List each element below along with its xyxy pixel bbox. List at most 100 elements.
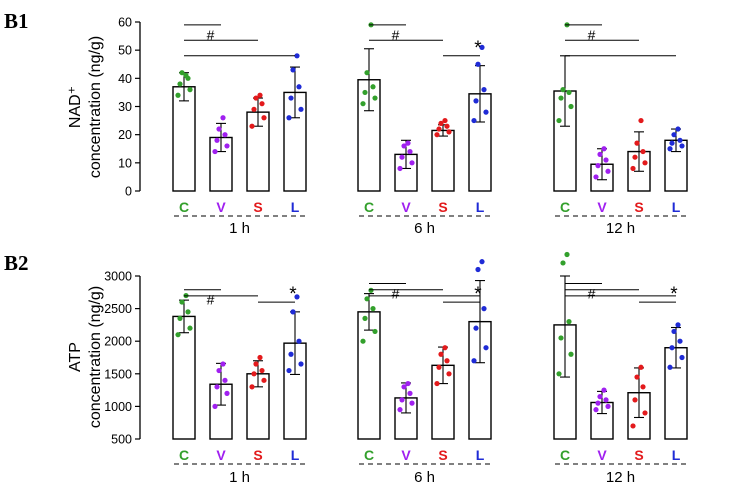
data-point-S [253,361,259,367]
data-point-V [214,137,220,143]
significance-hash: # [392,285,400,301]
plot-b2: 500 1000 1500 2000 2500 3000 C V S L 1 h # * C V S L 6 h #… [104,251,688,485]
data-point-S [444,358,450,364]
data-point-V [407,390,413,396]
data-point-C [556,371,562,377]
data-point-V [405,380,411,387]
data-point-L [286,367,292,374]
significance-star: * [474,284,482,305]
data-point-L [296,338,302,344]
data-point-C [179,70,185,76]
data-point-L [475,266,481,273]
group-12h: C V S L 12 h # [553,22,688,237]
data-point-L [669,345,675,351]
data-point-S [261,115,267,121]
data-point-V [224,390,230,396]
category-label-C: C [364,199,374,215]
data-point-V [212,148,218,155]
time-label: 1 h [229,469,250,485]
y-axis-title-b1-line1: NAD⁺ [67,86,84,128]
data-point-S [632,397,638,403]
data-point-S [434,380,440,387]
data-point-L [671,132,677,138]
category-label-V: V [216,447,226,463]
group-1h: C V S L 1 h # [172,24,307,237]
significance-star: * [670,284,678,305]
data-point-C [362,89,368,96]
data-point-V [220,115,226,121]
data-point-V [605,403,611,409]
data-point-L [294,53,300,59]
data-point-C [175,332,181,338]
category-label-L: L [672,447,681,463]
data-point-L [679,143,685,149]
data-point-L [296,84,302,90]
data-point-V [224,143,230,149]
data-point-V [605,168,611,174]
y-tick-label: 20 [118,128,132,142]
data-point-V [409,400,415,406]
data-point-C [179,299,185,305]
data-point-C [183,72,189,79]
data-point-S [632,154,638,160]
data-point-V [407,148,413,155]
data-point-L [288,95,294,101]
data-point-L [667,146,673,152]
data-point-V [216,367,222,374]
time-label: 6 h [414,220,435,237]
category-label-V: V [216,199,226,215]
category-label-S: S [634,447,643,463]
data-point-V [397,407,403,413]
data-point-L [483,109,489,115]
data-point-S [640,148,646,155]
y-tick-label: 1000 [104,400,132,414]
data-point-C [187,325,193,331]
data-point-L [481,306,487,312]
data-point-L [471,117,477,124]
y-tick-label: 10 [118,156,132,170]
data-point-L [679,354,685,361]
data-point-S [634,374,640,380]
data-point-S [257,92,263,98]
category-label-C: C [560,447,570,463]
data-point-L [298,361,304,367]
data-point-S [251,106,257,112]
data-point-L [475,61,481,67]
data-point-C [177,315,183,321]
data-point-V [222,132,228,138]
data-point-C [556,117,562,124]
data-point-C [370,306,376,312]
category-label-V: V [597,199,607,215]
data-point-C [360,101,366,107]
data-point-S [446,129,452,135]
significance-hash: # [207,27,215,43]
category-label-C: C [179,447,189,463]
data-point-V [597,151,603,157]
data-point-V [405,140,411,146]
data-point-V [593,174,599,180]
data-point-L [669,140,675,146]
data-point-L [671,328,677,335]
data-point-L [481,87,487,93]
data-point-V [222,377,228,383]
data-point-S [640,384,646,390]
data-point-V [401,143,407,149]
data-point-S [261,377,267,383]
time-label: 12 h [606,469,635,485]
data-point-S [446,371,452,377]
data-point-V [603,397,609,403]
data-point-C [370,84,376,90]
category-label-V: V [401,199,411,215]
data-point-C [187,87,193,93]
data-point-C [566,319,572,325]
time-label: 1 h [229,220,250,237]
y-tick-label: 2000 [104,335,132,349]
data-point-S [442,345,448,351]
data-point-S [436,126,442,132]
y-tick-label: 30 [118,100,132,114]
category-label-L: L [476,199,485,215]
data-point-S [630,165,636,172]
data-point-S [438,120,444,126]
y-tick-label: 60 [118,16,132,30]
data-point-S [630,423,636,429]
